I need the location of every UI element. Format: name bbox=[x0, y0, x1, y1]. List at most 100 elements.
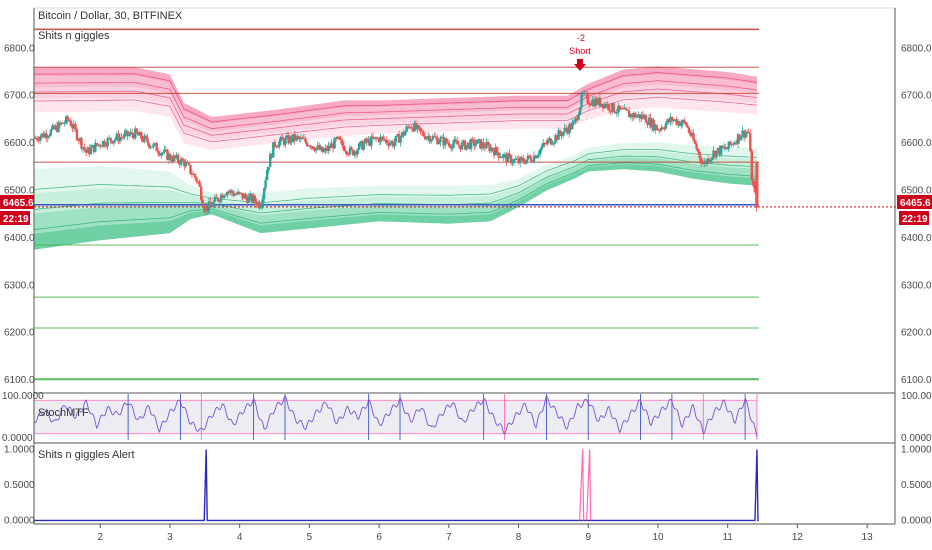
candle-body bbox=[173, 155, 177, 159]
candle-body bbox=[382, 137, 385, 140]
candle-body bbox=[311, 146, 315, 150]
candle-body bbox=[124, 130, 128, 134]
candle-body bbox=[617, 105, 620, 113]
candle-body bbox=[663, 128, 666, 130]
candle-body bbox=[364, 138, 367, 144]
candle-body bbox=[252, 195, 255, 203]
candle-body bbox=[446, 142, 450, 144]
candle-body bbox=[192, 173, 195, 175]
price-tag-left-box bbox=[0, 195, 34, 209]
candle-body bbox=[735, 142, 738, 145]
candle-body bbox=[361, 141, 364, 150]
candle-body bbox=[655, 124, 658, 130]
candle-body bbox=[371, 136, 375, 139]
candle-body bbox=[390, 141, 393, 144]
lower-band-line-1 bbox=[33, 155, 758, 214]
candle-body bbox=[370, 136, 373, 146]
candle-body bbox=[476, 139, 479, 145]
candle-body bbox=[118, 137, 122, 142]
candle-body bbox=[203, 206, 206, 212]
x-tick-label: 13 bbox=[862, 532, 874, 543]
candle-body bbox=[442, 136, 445, 146]
candle-body bbox=[376, 138, 379, 140]
candle-body bbox=[58, 122, 62, 125]
candle-body bbox=[479, 139, 482, 149]
candle-body bbox=[68, 120, 71, 122]
candle-body bbox=[595, 98, 599, 105]
candle-body bbox=[121, 137, 125, 139]
candle-body bbox=[115, 133, 119, 139]
candle-body bbox=[678, 121, 681, 126]
candle-body bbox=[416, 125, 419, 130]
candle-body bbox=[597, 97, 600, 105]
candle-body bbox=[664, 123, 668, 129]
candle-body bbox=[83, 147, 86, 150]
short-signal[interactable]: -2 Short bbox=[569, 33, 591, 71]
candle-body bbox=[457, 144, 461, 146]
candle-body bbox=[486, 142, 490, 145]
candle-body bbox=[701, 163, 704, 165]
candle-body bbox=[89, 147, 92, 155]
y-tick-label-left: 6800.0 bbox=[4, 43, 35, 54]
candle-body bbox=[164, 149, 168, 151]
candle-body bbox=[292, 134, 295, 142]
candle-body bbox=[52, 125, 56, 130]
candle-body bbox=[472, 139, 476, 147]
candle-body bbox=[327, 145, 330, 152]
candle-body bbox=[736, 134, 740, 145]
price-tag-left-value: 6465.6 bbox=[3, 198, 34, 209]
x-tick-label: 5 bbox=[307, 532, 313, 543]
candle-body bbox=[324, 147, 327, 151]
candle-body bbox=[384, 139, 387, 141]
candle-body bbox=[104, 145, 108, 147]
candle-body bbox=[227, 191, 230, 193]
candle-body bbox=[566, 129, 569, 134]
candle-body bbox=[206, 207, 209, 212]
candle-body bbox=[417, 125, 421, 128]
candle-body bbox=[729, 141, 732, 145]
candle-body bbox=[523, 161, 527, 164]
candle-body bbox=[612, 103, 615, 112]
candle-body bbox=[255, 201, 258, 206]
stoch-tick-label-left: 0.0000 bbox=[2, 433, 33, 444]
candle-body bbox=[456, 141, 459, 145]
signal-count: -2 bbox=[577, 33, 585, 43]
candle-body bbox=[190, 173, 194, 175]
candle-body bbox=[356, 149, 359, 155]
candle-body bbox=[439, 137, 442, 143]
candle-body bbox=[301, 137, 304, 139]
candle-body bbox=[288, 136, 292, 144]
candle-body bbox=[514, 159, 517, 161]
candle-body bbox=[431, 136, 434, 140]
candle-body bbox=[193, 173, 197, 178]
candle-body bbox=[408, 126, 411, 128]
candle-body bbox=[546, 140, 550, 144]
candle-body bbox=[218, 200, 221, 202]
main-indicator-label[interactable]: Shits n giggles bbox=[38, 30, 110, 42]
candle-body bbox=[515, 158, 519, 160]
candle-body bbox=[462, 140, 465, 143]
stoch-indicator-label[interactable]: StochMTF bbox=[38, 407, 89, 419]
candle-body bbox=[265, 170, 269, 181]
candle-body bbox=[209, 201, 212, 205]
candle-body bbox=[719, 145, 723, 155]
alert-indicator-label[interactable]: Shits n giggles Alert bbox=[38, 449, 135, 461]
candle-body bbox=[261, 199, 264, 207]
candle-body bbox=[471, 139, 474, 141]
candle-body bbox=[219, 194, 223, 202]
axes-layer: 6800.0 6800.0 6700.0 6700.0 6600.0 6600.0 6500… bbox=[2, 7, 932, 543]
candle-body bbox=[253, 195, 257, 202]
candle-body bbox=[640, 114, 643, 119]
candle-body bbox=[529, 157, 533, 162]
candle-body bbox=[463, 140, 467, 150]
candle-body bbox=[414, 122, 418, 130]
candle-body bbox=[172, 155, 175, 162]
candle-body bbox=[563, 127, 566, 132]
candle-body bbox=[588, 103, 591, 105]
candle-body bbox=[511, 162, 514, 164]
candle-body bbox=[724, 147, 727, 149]
candle-body bbox=[730, 143, 734, 145]
candle-body bbox=[114, 138, 117, 141]
candle-body bbox=[620, 108, 623, 110]
